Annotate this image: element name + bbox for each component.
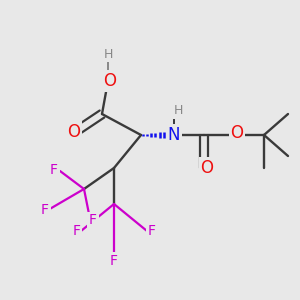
Text: F: F xyxy=(89,214,97,227)
Text: H: H xyxy=(103,47,113,61)
Text: O: O xyxy=(67,123,80,141)
Text: F: F xyxy=(73,224,80,238)
Text: F: F xyxy=(110,254,118,268)
Text: N: N xyxy=(168,126,180,144)
Text: H: H xyxy=(174,104,183,118)
Text: F: F xyxy=(50,163,58,176)
Text: O: O xyxy=(103,72,116,90)
Text: F: F xyxy=(41,203,49,217)
Text: O: O xyxy=(200,159,214,177)
Text: F: F xyxy=(148,224,155,238)
Text: O: O xyxy=(230,124,244,142)
